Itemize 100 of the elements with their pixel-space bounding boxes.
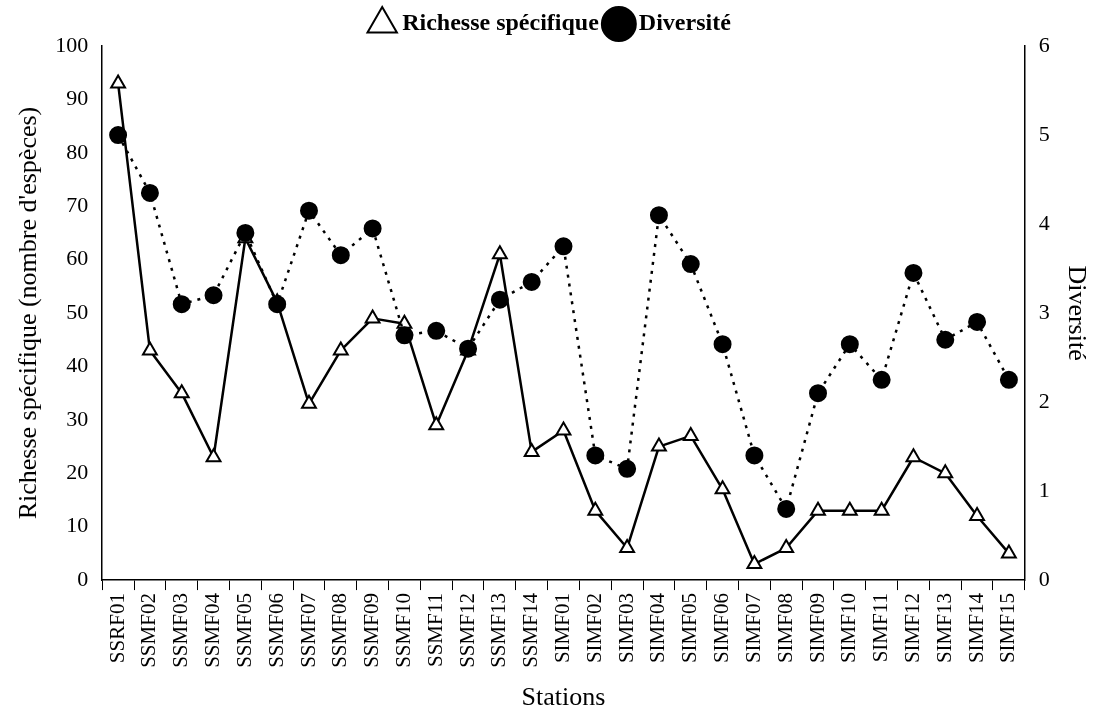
point <box>649 206 668 225</box>
y-tick-label: 40 <box>66 352 89 378</box>
point <box>205 448 222 463</box>
x-tick-label: SSMF11 <box>422 593 447 668</box>
point <box>937 464 954 479</box>
x-tick-label: SIMF02 <box>581 593 606 664</box>
x-tick-label: SSMF09 <box>359 593 384 668</box>
point <box>554 237 573 256</box>
point <box>110 74 127 89</box>
point <box>651 437 667 452</box>
point <box>619 539 636 554</box>
y2-tick-label: 6 <box>1038 31 1050 57</box>
point <box>490 290 509 309</box>
point <box>969 507 986 521</box>
y2-tick-label: 1 <box>1038 476 1050 502</box>
point <box>268 295 287 314</box>
point <box>587 501 604 516</box>
point <box>809 384 828 403</box>
y-tick-label: 90 <box>66 85 89 111</box>
point <box>905 448 922 463</box>
point <box>841 501 858 516</box>
x-tick-label: SIMF15 <box>995 593 1020 664</box>
x-tick-label: SIMF13 <box>931 593 956 664</box>
y-tick-label: 30 <box>66 405 89 431</box>
x-tick-label: SIMF14 <box>963 592 988 664</box>
y2-tick-label: 2 <box>1038 387 1050 413</box>
legend-label: Richesse spécifique <box>402 9 600 36</box>
x-tick-label: SSMF06 <box>263 593 288 668</box>
x-tick-label: SSMF08 <box>327 593 352 668</box>
y-tick-label: 80 <box>66 138 89 164</box>
x-tick-label: SSMF05 <box>231 593 256 668</box>
y2-tick-label: 3 <box>1038 298 1050 324</box>
point <box>873 501 890 516</box>
point <box>363 219 382 238</box>
point <box>713 335 732 354</box>
point <box>427 321 446 340</box>
point <box>1000 544 1017 559</box>
point <box>968 312 987 331</box>
point <box>331 246 350 265</box>
x-tick-label: SSMF04 <box>200 592 225 668</box>
point <box>746 555 763 570</box>
y-tick-label: 0 <box>77 565 89 591</box>
point <box>618 459 637 478</box>
x-tick-label: SSMF07 <box>295 593 320 668</box>
x-tick-label: SIMF03 <box>613 593 638 664</box>
point <box>810 501 826 516</box>
x-tick-label: SSMF10 <box>390 593 415 668</box>
point <box>395 326 414 345</box>
x-tick-label: SSMF12 <box>454 593 479 668</box>
x-tick-label: SIMF12 <box>899 593 924 664</box>
y-tick-label: 60 <box>66 245 89 271</box>
x-tick-label: SIMF09 <box>804 593 829 664</box>
x-tick-label: SSMF03 <box>168 593 193 668</box>
x-tick-label: SIMF01 <box>550 593 575 664</box>
point <box>872 370 891 389</box>
x-tick-label: SSMF14 <box>518 592 543 668</box>
point <box>555 421 572 436</box>
y2-axis-title: Diversité <box>1062 265 1092 361</box>
y-tick-label: 10 <box>66 512 89 538</box>
y-axis-title: Richesse spécifique (nombre d'espèces) <box>13 106 43 520</box>
point <box>204 286 223 305</box>
point <box>682 426 699 441</box>
point <box>299 201 318 220</box>
point <box>681 255 700 274</box>
y2-tick-label: 0 <box>1038 565 1050 591</box>
point <box>714 480 731 495</box>
legend-label: Diversité <box>638 9 732 36</box>
point <box>586 446 605 465</box>
point <box>936 330 955 349</box>
y-tick-label: 70 <box>66 192 89 218</box>
x-tick-label: SIMF08 <box>772 593 797 664</box>
point <box>778 539 795 554</box>
point <box>236 223 255 242</box>
y-tick-label: 100 <box>55 31 89 57</box>
x-tick-label: SIMF05 <box>677 593 702 664</box>
y-tick-label: 50 <box>66 298 89 324</box>
point <box>777 499 796 518</box>
x-tick-label: SIMF10 <box>836 593 861 664</box>
point <box>523 442 540 457</box>
point <box>140 183 159 202</box>
point <box>999 370 1018 389</box>
point <box>840 335 859 354</box>
y2-tick-label: 4 <box>1038 209 1050 235</box>
x-tick-label: SIMF06 <box>709 593 734 664</box>
y-tick-label: 20 <box>66 459 89 485</box>
point <box>364 309 381 324</box>
x-tick-label: SIMF11 <box>868 593 893 663</box>
point <box>491 245 508 260</box>
point <box>522 272 541 291</box>
point <box>332 341 349 356</box>
x-tick-label: SSRF01 <box>104 593 129 664</box>
y2-tick-label: 5 <box>1038 120 1050 146</box>
point <box>141 341 158 356</box>
point <box>428 416 445 431</box>
x-tick-label: SSMF02 <box>136 593 161 668</box>
x-tick-label: SSMF13 <box>486 593 511 668</box>
point <box>301 394 317 409</box>
point <box>172 295 191 314</box>
x-axis-title: Stations <box>521 682 606 712</box>
point <box>109 126 128 145</box>
